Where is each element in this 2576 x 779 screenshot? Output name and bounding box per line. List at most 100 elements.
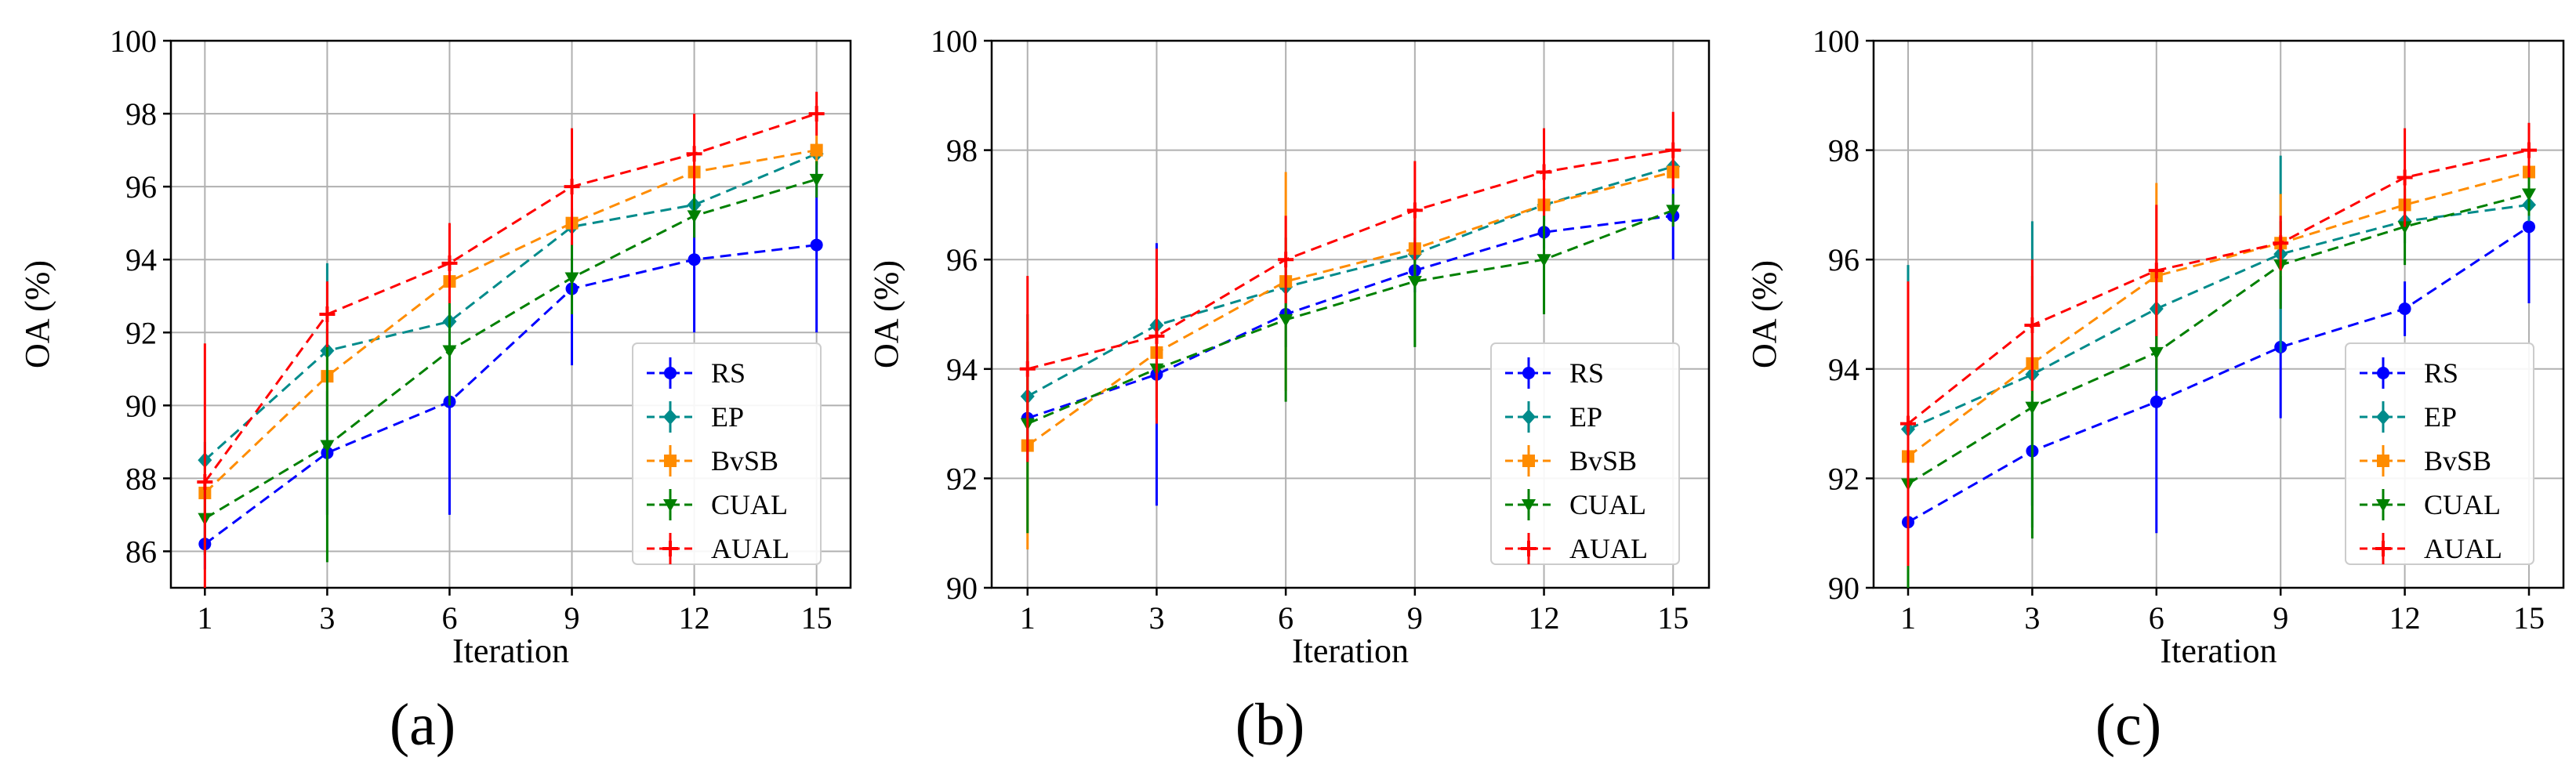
legend-item-RS: RS — [2360, 357, 2458, 389]
legend-label: CUAL — [1569, 489, 1646, 520]
legend-item-EP: EP — [2360, 401, 2457, 433]
x-tick-label: 6 — [2149, 600, 2164, 636]
legend-label: EP — [1569, 401, 1602, 433]
series-line-BvSB — [204, 149, 817, 495]
data-point-RS-5 — [2523, 220, 2535, 234]
legend-box — [1490, 342, 1680, 565]
data-point-CUAL-2 — [2149, 346, 2164, 360]
legend-label: BvSB — [1569, 445, 1637, 476]
legend-item-BvSB: BvSB — [1505, 445, 1637, 476]
y-tick-label: 90 — [946, 571, 978, 606]
data-point-AUAL-0 — [1900, 415, 1916, 432]
legend-marker — [1522, 455, 1535, 467]
y-tick-label: 96 — [946, 242, 978, 277]
y-tick-label: 88 — [125, 461, 157, 496]
legend-item-AUAL: AUAL — [1505, 533, 1648, 564]
legend-marker — [664, 367, 677, 379]
legend-marker — [2377, 455, 2389, 467]
data-point-BvSB-5 — [810, 143, 823, 157]
series-line-EP — [1907, 203, 2530, 430]
data-point-AUAL-1 — [2024, 317, 2041, 333]
x-tick-label: 9 — [2273, 600, 2288, 636]
panel-label: (c) — [2095, 692, 2161, 758]
plot-frame — [1872, 39, 2565, 589]
data-point-CUAL-2 — [442, 345, 457, 358]
data-point-AUAL-4 — [1536, 164, 1552, 180]
data-point-CUAL-4 — [687, 210, 702, 223]
y-tick-label: 100 — [1812, 24, 1859, 59]
legend-item-EP: EP — [1505, 401, 1602, 433]
y-axis-title: OA (%) — [1745, 260, 1783, 368]
y-tick-label: 100 — [931, 24, 978, 59]
legend-item-AUAL: AUAL — [647, 533, 789, 564]
series-line-EP — [1027, 165, 1674, 398]
legend-item-BvSB: BvSB — [647, 445, 778, 476]
series-line-AUAL — [204, 112, 818, 483]
y-tick-label: 92 — [1828, 461, 1859, 496]
legend: RS EP BvSB CUAL AUAL — [1490, 342, 1680, 565]
data-point-AUAL-2 — [2148, 263, 2164, 279]
x-tick-label: 12 — [2389, 600, 2421, 636]
x-tick-label: 12 — [1529, 600, 1560, 636]
data-point-CUAL-3 — [1407, 276, 1422, 289]
data-point-CUAL-5 — [809, 173, 824, 187]
x-tick-label: 9 — [564, 600, 580, 636]
y-tick-label: 96 — [125, 169, 157, 205]
x-axis-title: Iteration — [452, 632, 569, 670]
legend-label: EP — [2424, 401, 2457, 433]
x-axis-title: Iteration — [2160, 632, 2277, 670]
chart-panel-c: 90 92 94 96 98 100 1 3 6 9 12 15 Iteration OA (%) (c) R… — [1745, 24, 2565, 758]
y-tick-label: 98 — [946, 133, 978, 168]
series-CUAL — [198, 161, 824, 563]
legend-marker — [1522, 409, 1536, 425]
legend-label: RS — [711, 357, 746, 389]
data-point-CUAL-5 — [2522, 188, 2536, 201]
legend-label: BvSB — [2424, 445, 2491, 476]
x-tick-label: 15 — [1657, 600, 1689, 636]
chart-panel-b: 90 92 94 96 98 100 1 3 6 9 12 15 Iteration OA (%) (b) R… — [867, 24, 1711, 758]
data-point-AUAL-1 — [319, 306, 336, 322]
data-point-AUAL-3 — [564, 179, 580, 195]
series-line-CUAL — [1027, 208, 1674, 425]
plot-frame — [990, 39, 1711, 589]
data-point-CUAL-2 — [1279, 313, 1293, 327]
series-AUAL — [1019, 111, 1682, 462]
x-tick-label: 3 — [319, 600, 335, 636]
legend: RS EP BvSB CUAL AUAL — [632, 342, 822, 565]
data-point-AUAL-4 — [2396, 169, 2413, 186]
legend-label: CUAL — [2424, 489, 2501, 520]
x-tick-label: 3 — [1148, 600, 1164, 636]
series-AUAL — [1900, 122, 2537, 567]
legend-item-CUAL: CUAL — [1505, 489, 1646, 520]
y-tick-label: 98 — [1828, 133, 1859, 168]
x-tick-label: 15 — [801, 600, 833, 636]
legend-item-CUAL: CUAL — [647, 489, 788, 520]
legend-item-CUAL: CUAL — [2360, 489, 2501, 520]
legend-label: EP — [711, 401, 744, 433]
data-point-AUAL-3 — [1406, 202, 1423, 219]
series-line-CUAL — [204, 178, 818, 520]
legend-marker — [1522, 499, 1536, 512]
x-tick-label: 6 — [441, 600, 457, 636]
data-point-AUAL-4 — [686, 146, 702, 162]
x-tick-label: 1 — [197, 600, 212, 636]
y-tick-label: 100 — [110, 24, 157, 59]
y-tick-label: 94 — [946, 352, 978, 387]
legend-marker — [2375, 541, 2391, 556]
x-tick-label: 6 — [1278, 600, 1293, 636]
legend-label: BvSB — [711, 445, 778, 476]
data-point-AUAL-2 — [1278, 252, 1294, 268]
legend-item-BvSB: BvSB — [2360, 445, 2491, 476]
y-tick-label: 92 — [946, 461, 978, 496]
series-line-EP — [204, 152, 818, 462]
series-line-RS — [1027, 214, 1674, 420]
data-point-AUAL-5 — [808, 106, 825, 122]
legend-marker — [662, 541, 678, 556]
y-tick-label: 94 — [1828, 352, 1859, 387]
series-line-CUAL — [1907, 192, 2530, 485]
legend-item-RS: RS — [1505, 357, 1604, 389]
data-point-AUAL-2 — [441, 255, 458, 271]
series-line-RS — [204, 244, 817, 545]
legend-marker — [2377, 367, 2389, 379]
data-point-RS-2 — [2150, 395, 2163, 408]
